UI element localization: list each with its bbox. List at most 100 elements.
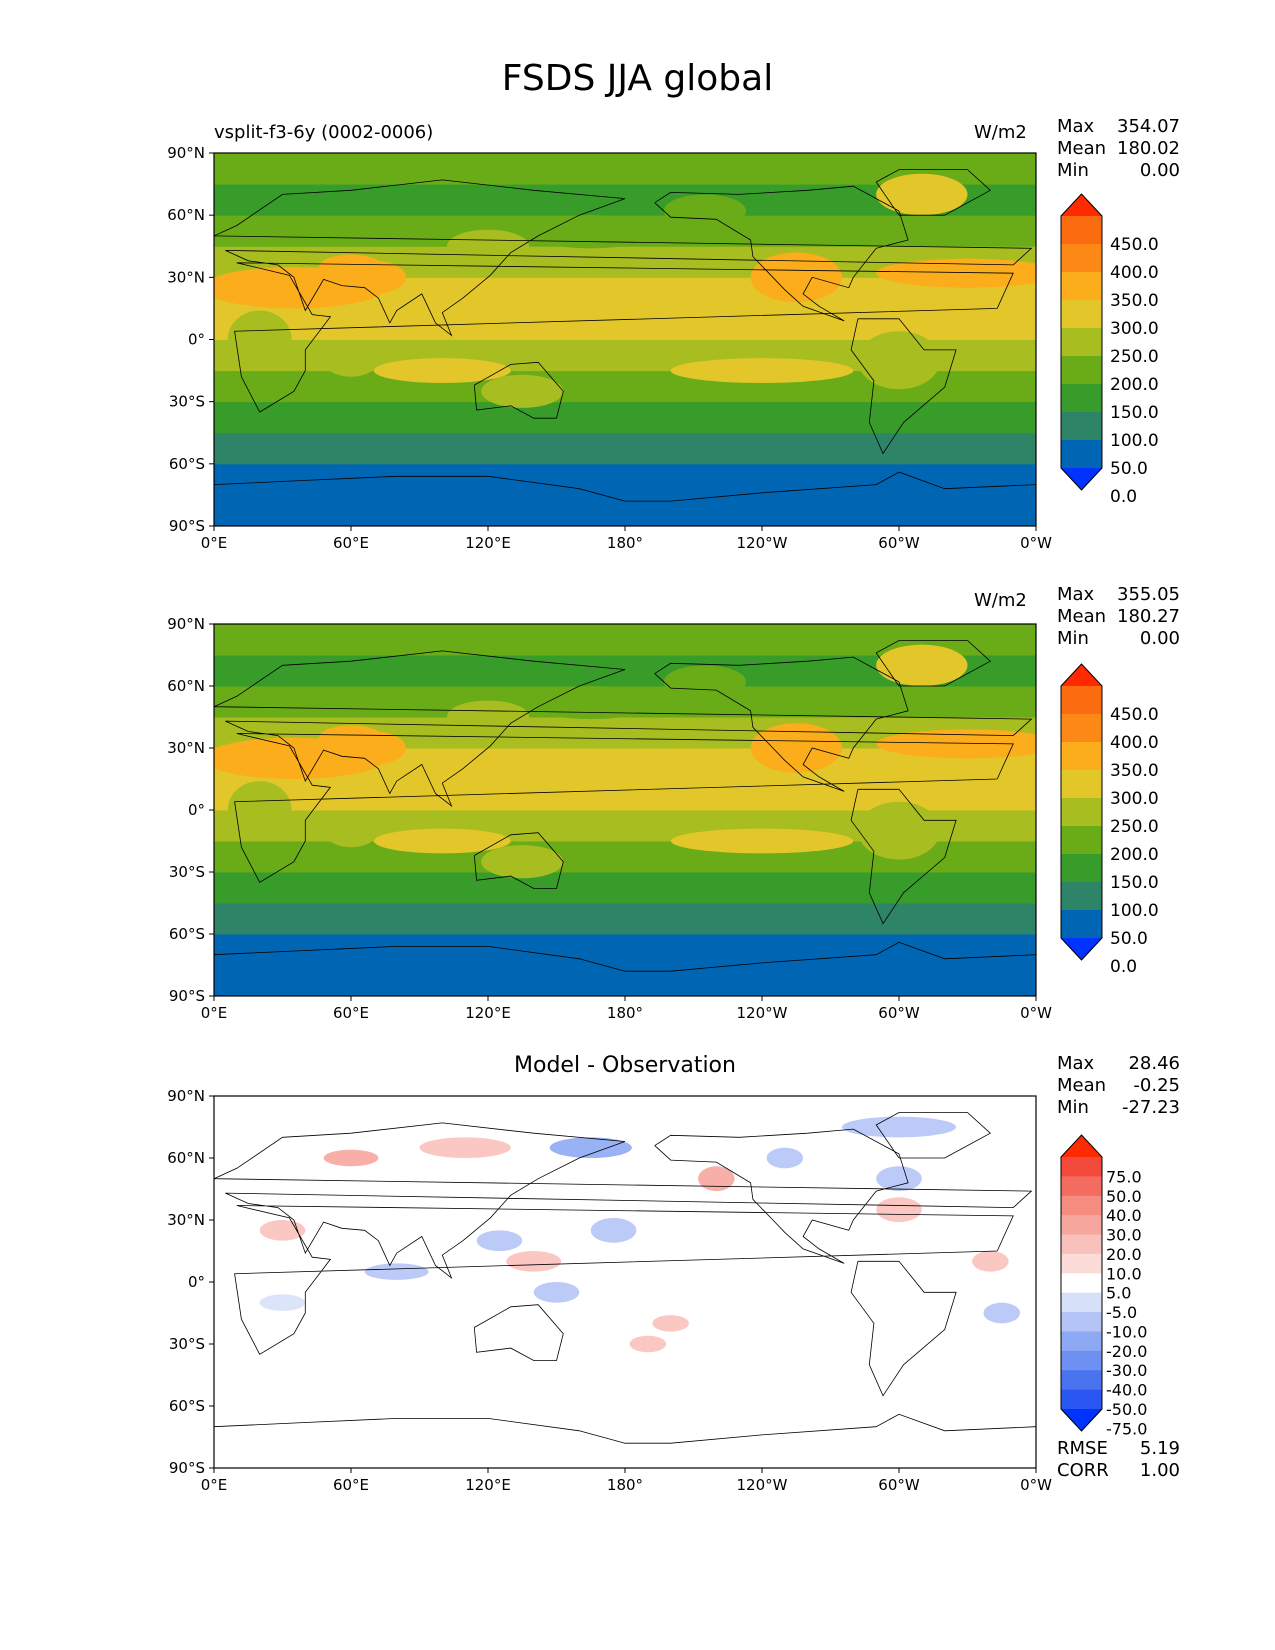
diff-region [476, 1230, 523, 1251]
colorbar-label: 50.0 [1110, 459, 1148, 479]
flux-region [323, 343, 379, 377]
map-field-3 [214, 1096, 1036, 1468]
panel1-mean-value: 180.02 [1117, 138, 1180, 159]
x-tick-label: 120°W [737, 534, 788, 552]
panel3-title: Model - Observation [514, 1053, 736, 1078]
y-tick-label: 60°N [167, 206, 205, 224]
flux-region [876, 644, 968, 686]
colorbar-label: 100.0 [1110, 431, 1159, 451]
x-tick-label: 60°W [878, 534, 920, 552]
flux-region [481, 374, 564, 408]
zonal-band [214, 494, 1036, 526]
colorbar-segment [1061, 1292, 1102, 1313]
map-field-2 [214, 624, 1036, 996]
colorbar-label: 450.0 [1110, 705, 1159, 725]
x-tick-label: 120°E [465, 1004, 511, 1022]
map-field-1 [214, 153, 1036, 526]
flux-region [481, 845, 564, 879]
colorbar-segment [1061, 1176, 1102, 1197]
colorbar-label: 20.0 [1106, 1245, 1142, 1264]
y-tick-label: 90°N [167, 615, 205, 633]
colorbar-1 [1060, 193, 1103, 491]
panel1-subtitle: vsplit-f3-6y (0002-0006) [214, 122, 434, 143]
colorbar-segment [1061, 216, 1102, 245]
colorbar-label: 75.0 [1106, 1167, 1142, 1186]
colorbar-segment [1061, 1389, 1102, 1410]
flux-region [857, 801, 941, 860]
diff-region [972, 1251, 1009, 1272]
x-tick-label: 60°E [333, 1004, 369, 1022]
flux-region [446, 229, 530, 263]
panel2-min-value: 0.00 [1139, 628, 1180, 649]
panel3-mean-value: -0.25 [1133, 1075, 1180, 1096]
flux-region [341, 260, 406, 294]
panel1-max-label: Max [1057, 116, 1095, 137]
diff-region [698, 1166, 735, 1192]
colorbar-2 [1060, 663, 1103, 961]
y-tick-label: 60°N [167, 677, 205, 695]
x-tick-label: 180° [607, 1004, 643, 1022]
colorbar-label: 0.0 [1110, 487, 1137, 507]
y-tick-label: 0° [188, 801, 205, 819]
colorbar-extend-bottom [1061, 938, 1102, 960]
flux-region [522, 215, 660, 249]
colorbar-label: 0.0 [1110, 957, 1137, 977]
diff-region [419, 1137, 511, 1158]
y-tick-label: 90°N [167, 144, 205, 162]
colorbar-label: 50.0 [1110, 929, 1148, 949]
colorbar-segment [1061, 1273, 1102, 1294]
colorbar-label: 100.0 [1110, 901, 1159, 921]
colorbar-extend-top [1061, 664, 1102, 686]
diff-region [629, 1335, 667, 1353]
x-tick-label: 60°W [878, 1004, 920, 1022]
panel2-units: W/m2 [974, 590, 1027, 611]
colorbar-label: 150.0 [1110, 403, 1159, 423]
diff-region [506, 1251, 562, 1272]
flux-region [446, 700, 530, 734]
colorbar-segment [1061, 440, 1102, 469]
colorbar-segment [1061, 1312, 1102, 1332]
x-tick-label: 60°E [333, 534, 369, 552]
flux-region [323, 814, 379, 848]
x-tick-label: 120°E [465, 534, 511, 552]
zonal-band [214, 463, 1036, 496]
colorbar-label: 300.0 [1110, 319, 1159, 339]
x-tick-label: 120°W [737, 1004, 788, 1022]
colorbar-outline [1060, 663, 1103, 961]
zonal-band [214, 965, 1036, 996]
colorbar-segment [1061, 356, 1102, 385]
colorbar-label: 350.0 [1110, 761, 1159, 781]
colorbar-label: 350.0 [1110, 291, 1159, 311]
y-tick-label: 60°N [167, 1149, 205, 1167]
panel3-max-label: Max [1057, 1053, 1095, 1074]
x-tick-label: 120°W [737, 1476, 788, 1494]
diff-region [652, 1315, 689, 1332]
colorbar-segment [1061, 714, 1102, 743]
colorbar-segment [1061, 1253, 1102, 1274]
coastlines [214, 640, 1036, 972]
diff-region [259, 1220, 306, 1241]
y-tick-label: 0° [188, 1273, 205, 1291]
panel2-max-label: Max [1057, 584, 1095, 605]
diff-region [766, 1147, 804, 1169]
colorbar-segment [1061, 1215, 1102, 1236]
panel2-min-label: Min [1057, 628, 1089, 649]
map-panel-1 [209, 152, 1037, 531]
colorbar-segment [1061, 1331, 1102, 1352]
colorbar-segment [1061, 686, 1102, 715]
colorbar-extend-bottom [1061, 1409, 1102, 1431]
y-tick-label: 30°N [167, 268, 205, 286]
colorbar-label: 10.0 [1106, 1264, 1142, 1283]
flux-region [522, 686, 660, 720]
colorbar-segment [1061, 300, 1102, 329]
y-tick-label: 90°S [169, 1459, 205, 1477]
y-tick-label: 90°N [167, 1087, 205, 1105]
x-tick-label: 0°E [201, 1476, 228, 1494]
panel1-mean-label: Mean [1057, 138, 1107, 159]
flux-region [663, 665, 747, 699]
colorbar-segment [1061, 244, 1102, 273]
panel3-max-value: 28.46 [1128, 1053, 1180, 1074]
y-tick-label: 30°S [169, 1335, 205, 1353]
panel2-mean-label: Mean [1057, 606, 1107, 627]
